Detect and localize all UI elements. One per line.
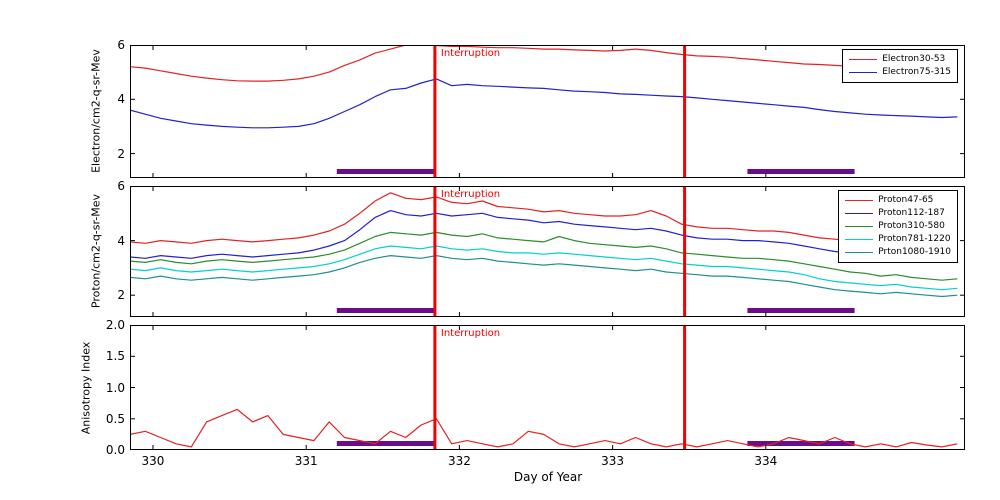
panel-border [130, 186, 965, 317]
y-tick-label: 6 [117, 38, 125, 52]
event-bar [336, 169, 435, 174]
x-tick-label: 333 [601, 454, 625, 468]
interruption-annotation: Interruption [440, 189, 501, 200]
legend-label: Electron30-53 [882, 54, 946, 64]
series-line-Electron75-315 [130, 78, 958, 129]
y-tick-label: 2 [117, 288, 125, 303]
panel-canvas [130, 186, 965, 317]
legend-label: Proton310-580 [878, 221, 945, 232]
x-tick-label: 330 [141, 454, 165, 468]
legend: Electron30-53 Electron75-315 [842, 49, 958, 84]
series-line-Electron30-53 [130, 45, 958, 82]
legend-line-swatch [849, 59, 878, 61]
y-axis-label-electron: Electron/cm2-q-sr-Mev [89, 49, 103, 173]
x-tick-label: 331 [294, 454, 318, 468]
legend-line-swatch [849, 72, 878, 74]
legend-label: Proton47-65 [878, 195, 934, 205]
legend-item: Proton47-65 [845, 194, 951, 207]
legend-item: Proton781-1220 [845, 233, 951, 246]
legend-line-swatch [845, 213, 874, 215]
event-bar [747, 169, 855, 174]
legend-line-swatch [845, 239, 874, 241]
interruption-annotation: Interruption [440, 48, 501, 59]
legend-label: Electron75-315 [882, 67, 951, 78]
panel-canvas [130, 325, 965, 450]
event-bar [336, 308, 435, 313]
y-tick-label: 6 [117, 179, 125, 193]
y-axis-label-anisotropy: Anisotropy Index [79, 341, 93, 435]
event-bar [747, 441, 855, 446]
y-tick-label: 0.0 [105, 443, 125, 457]
y-tick-label: 2.0 [105, 318, 125, 332]
legend-item: Proton310-580 [845, 220, 951, 233]
y-tick-label: 1.0 [105, 380, 125, 395]
legend-label: Proton781-1220 [878, 234, 951, 245]
interruption-annotation: Interruption [440, 328, 501, 339]
x-axis-label: Day of Year [513, 470, 583, 484]
series-line-Proton112-187 [130, 210, 958, 261]
series-line-Proton47-65 [130, 192, 958, 247]
y-axis-label-proton: Proton/cm2-q-sr-Mev [89, 193, 103, 309]
legend-item: Electron30-53 [849, 53, 951, 66]
x-tick-label: 334 [754, 454, 778, 468]
y-tick-label: 2 [117, 146, 125, 161]
legend-line-swatch [845, 226, 874, 228]
y-tick-label: 1.5 [105, 349, 125, 364]
legend-label: Prton1080-1910 [878, 247, 951, 258]
panel-canvas [130, 45, 965, 178]
plot-panel-2: Interruption [130, 186, 965, 317]
x-tick-label: 332 [447, 454, 471, 468]
event-bar [336, 441, 435, 446]
legend-item: Prton1080-1910 [845, 246, 951, 259]
legend-label: Proton112-187 [878, 208, 945, 219]
event-bar [747, 308, 855, 313]
series-line-Anisotropy [130, 408, 958, 448]
y-tick-label: 4 [117, 92, 125, 107]
legend-item: Electron75-315 [849, 66, 951, 79]
plot-panel-3: Interruption [130, 325, 965, 450]
legend-item: Proton112-187 [845, 207, 951, 220]
legend-line-swatch [845, 252, 874, 254]
legend: Proton47-65 Proton112-187 Proton310-580 Pro… [838, 190, 958, 264]
legend-line-swatch [845, 200, 874, 202]
panel-border [130, 45, 965, 178]
y-tick-label: 0.5 [105, 411, 125, 426]
panel-border [130, 325, 965, 450]
y-tick-label: 4 [117, 233, 125, 248]
plot-panel-1: Interruption [130, 45, 965, 178]
series-line-Proton310-580 [130, 231, 958, 281]
series-line-Prton1080-1910 [130, 254, 958, 298]
series-line-Proton781-1220 [130, 245, 958, 291]
